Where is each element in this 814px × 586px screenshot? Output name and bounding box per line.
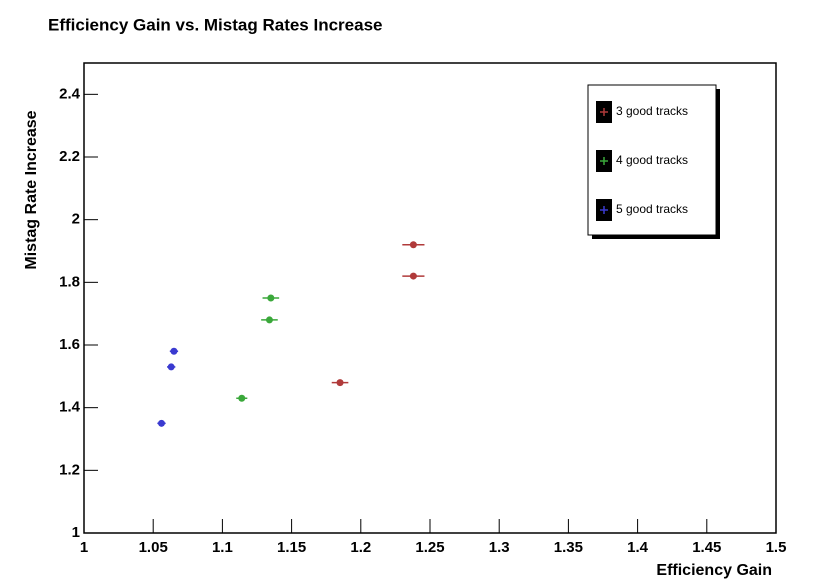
y-axis-title: Mistag Rate Increase [23, 110, 40, 269]
x-tick-label: 1.1 [212, 539, 233, 556]
legend-label: 3 good tracks [616, 104, 688, 118]
legend-label: 4 good tracks [616, 153, 688, 167]
x-tick-label: 1.35 [554, 539, 583, 556]
y-tick-label: 1 [72, 524, 80, 541]
point [167, 363, 175, 371]
x-tick-label: 1.3 [489, 539, 510, 556]
point [267, 294, 275, 302]
x-tick-label: 1 [80, 539, 88, 556]
y-tick-label: 1.2 [59, 461, 80, 478]
chart-title: Efficiency Gain vs. Mistag Rates Increas… [48, 15, 382, 34]
x-tick-label: 1.25 [415, 539, 444, 556]
y-tick-label: 1.8 [59, 273, 80, 290]
point [336, 379, 344, 387]
point [409, 272, 417, 280]
x-tick-label: 1.05 [139, 539, 168, 556]
point [409, 241, 417, 249]
point [238, 394, 246, 402]
x-axis-title: Efficiency Gain [656, 562, 772, 579]
y-tick-label: 2 [72, 211, 80, 228]
x-tick-label: 1.2 [350, 539, 371, 556]
x-tick-label: 1.45 [692, 539, 721, 556]
y-tick-label: 2.2 [59, 148, 80, 165]
point [265, 316, 273, 324]
y-tick-label: 1.4 [59, 399, 81, 416]
y-tick-label: 2.4 [59, 85, 81, 102]
x-tick-label: 1.15 [277, 539, 306, 556]
point [170, 347, 178, 355]
point [158, 419, 166, 427]
legend-label: 5 good tracks [616, 202, 688, 216]
x-tick-label: 1.5 [766, 539, 787, 556]
y-tick-label: 1.6 [59, 336, 80, 353]
x-tick-label: 1.4 [627, 539, 649, 556]
